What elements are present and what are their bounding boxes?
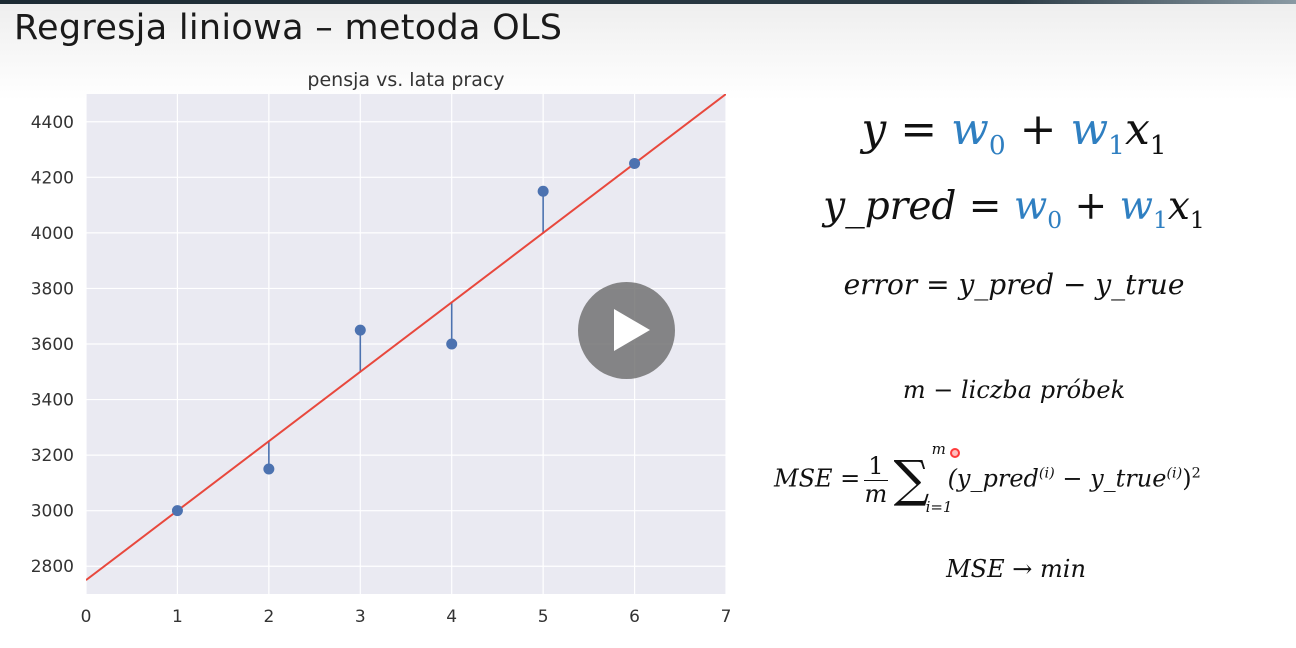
x-tick-label: 4 [446,607,457,627]
formula-model: y = w0 + w1x1 [861,104,1166,161]
cursor-indicator [950,448,960,458]
x-tick-label: 5 [538,607,549,627]
video-top-strip [0,0,1296,4]
formula-prediction-equals: = [968,184,1002,229]
formula-mse: MSE = 1 m ∑ m i=1 (y_pred(i) − y_true(i))2 [774,440,1201,520]
x-tick-label: 0 [81,607,92,627]
data-point [629,157,641,169]
chart-title: pensja vs. lata pracy [307,69,504,91]
formula-error: error = y_pred − y_true [843,268,1185,301]
play-button[interactable] [578,282,675,379]
y-tick-label: 3200 [31,446,74,466]
formula-prediction: y_pred = w0 + w1x1 [823,184,1205,234]
weight-w0: w0 [1013,184,1063,234]
y-tick-label: 3800 [31,279,74,299]
formula-prediction-lhs: y_pred [823,184,957,229]
data-point [446,338,458,350]
formula-model-equals: = [900,104,938,155]
weight-w1: w1 [1119,184,1168,234]
slide-title: Regresja liniowa – metoda OLS [14,8,563,48]
x-tick-label: 3 [355,607,366,627]
x-tick-label: 1 [172,607,183,627]
formula-sample-count: m − liczba próbek [902,376,1126,404]
formula-objective: MSE → min [946,555,1086,583]
weight-w1: w1 [1070,104,1125,161]
feature-x1: x1 [1167,184,1205,234]
data-point [263,463,275,475]
y-tick-label: 3400 [31,391,74,411]
regression-line [86,94,726,581]
formula-model-plus: + [1019,104,1057,155]
x-tick-label: 2 [263,607,274,627]
feature-x1: x1 [1124,104,1167,161]
x-tick-label: 7 [721,607,732,627]
title-bar [0,4,1296,100]
data-point [354,324,366,336]
sum-symbol: ∑ m i=1 [893,440,953,516]
y-tick-label: 4400 [31,113,74,133]
y-tick-label: 4000 [31,224,74,244]
y-tick-label: 4200 [31,168,74,188]
y-tick-label: 2800 [31,557,74,577]
y-tick-label: 3000 [31,502,74,522]
formula-model-lhs: y [861,104,887,155]
data-point [171,505,183,517]
weight-w0: w0 [951,104,1006,161]
y-tick-label: 3600 [31,335,74,355]
formula-prediction-plus: + [1074,184,1108,229]
data-point [537,185,549,197]
mse-lhs: MSE = [774,464,861,493]
play-icon [614,309,650,351]
x-tick-label: 6 [629,607,640,627]
